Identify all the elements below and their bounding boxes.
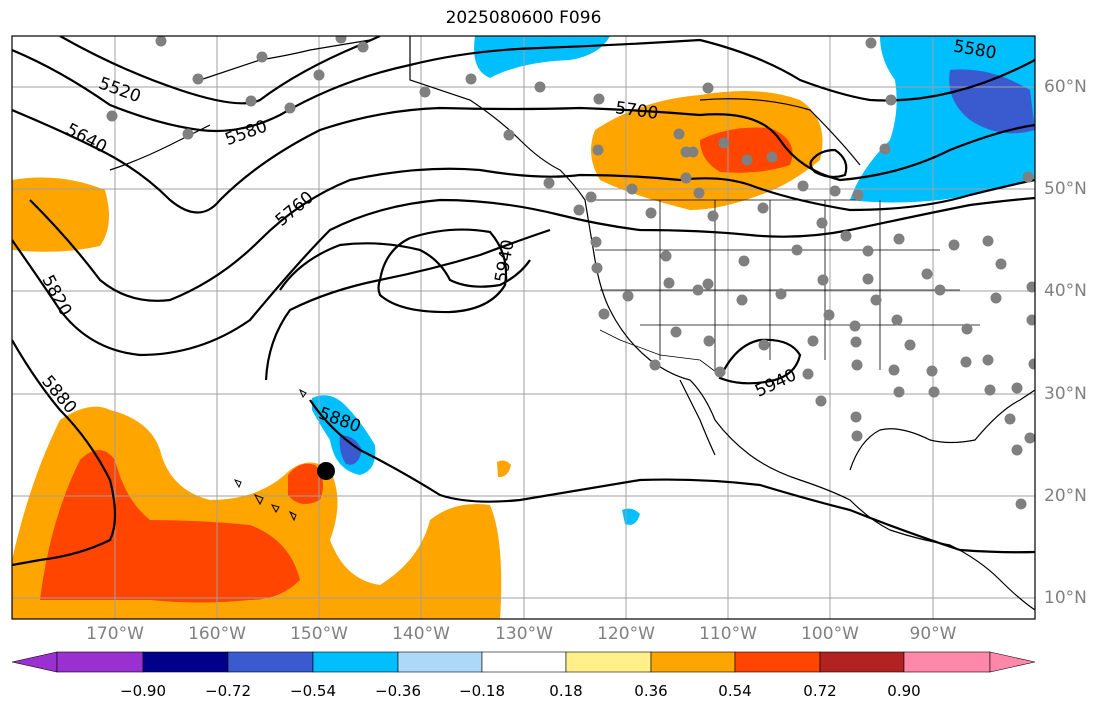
positive-anomaly-region	[497, 460, 511, 478]
colorbar-upper-extension	[989, 651, 1036, 673]
strong-anomaly-region	[40, 450, 300, 603]
lon-tick-label: 160°W	[188, 624, 246, 644]
strong-anomaly-region	[700, 127, 793, 173]
contour-label: 5520	[96, 74, 143, 108]
positive-anomaly-region	[12, 177, 109, 252]
lon-tick-label: 110°W	[699, 624, 757, 644]
islands	[233, 388, 307, 522]
negative-anomaly-region	[474, 36, 610, 78]
contour-label: 5580	[223, 117, 270, 151]
location-marker	[317, 462, 335, 480]
station-markers	[106, 36, 1035, 510]
contour-label: 5940	[752, 365, 800, 401]
colorbar-tick-label: −0.90	[120, 682, 166, 700]
lon-tick-label: 170°W	[86, 624, 144, 644]
political-borders	[595, 199, 980, 376]
colorbar-tick-label: 0.90	[887, 682, 921, 700]
contour-label: 5880	[37, 372, 80, 418]
lon-tick-label: 100°W	[801, 624, 859, 644]
colorbar-tick-label: 0.54	[718, 682, 752, 700]
colorbar-lower-extension	[11, 651, 58, 673]
map-frame	[11, 35, 1036, 620]
lon-tick-label: 150°W	[290, 624, 348, 644]
negative-anomaly-region-strong	[339, 435, 362, 465]
lon-tick-label: 130°W	[495, 624, 553, 644]
colorbar-tick-label: 0.36	[634, 682, 668, 700]
gridlines	[12, 36, 1035, 619]
colorbar-tick-label: −0.36	[375, 682, 421, 700]
contour-label: 5820	[37, 272, 75, 320]
coastlines	[109, 36, 1035, 611]
colorbar-tick-label: −0.54	[290, 682, 336, 700]
colorbar-tick-label: 0.72	[803, 682, 837, 700]
contour-label: 5640	[63, 120, 111, 158]
strong-anomaly-region	[288, 463, 324, 504]
colorbar-tick-label: −0.18	[459, 682, 505, 700]
lat-tick-label: 30°N	[1044, 384, 1087, 404]
lat-tick-label: 20°N	[1044, 486, 1087, 506]
lat-tick-label: 40°N	[1044, 281, 1087, 301]
colorbar-tick-label: −0.72	[205, 682, 251, 700]
plot-title: 2025080600 F096	[445, 8, 602, 28]
lon-tick-label: 140°W	[392, 624, 450, 644]
lat-tick-label: 50°N	[1044, 179, 1087, 199]
lat-tick-label: 60°N	[1044, 77, 1087, 97]
height-contours	[12, 36, 1035, 567]
colorbar	[11, 651, 1036, 673]
negative-anomaly-region	[622, 508, 640, 525]
colorbar-tick-label: 0.18	[549, 682, 583, 700]
lat-tick-label: 10°N	[1044, 588, 1087, 608]
lon-tick-label: 120°W	[597, 624, 655, 644]
lon-tick-label: 90°W	[909, 624, 957, 644]
negative-anomaly-region-strong	[949, 69, 1035, 134]
contour-label: 5760	[272, 188, 318, 231]
